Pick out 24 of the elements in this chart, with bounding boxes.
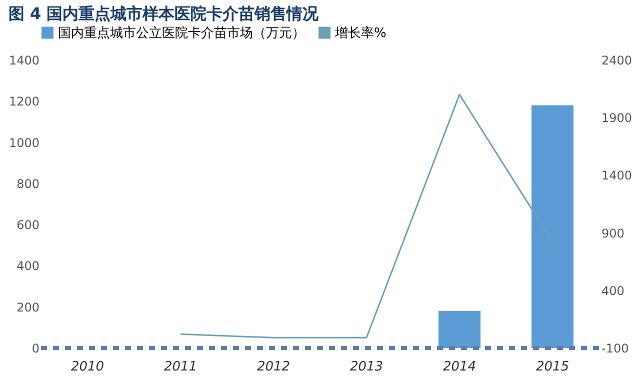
line-series — [180, 94, 554, 338]
y2-tick-label: 400 — [602, 284, 624, 298]
y-tick-label: 800 — [16, 176, 40, 191]
y2-tick-label: 1400 — [602, 168, 632, 183]
legend-label: 增长率% — [334, 24, 386, 41]
y2-tick-label: 2400 — [602, 54, 632, 68]
y2-tick-label: 900 — [602, 226, 624, 240]
x-tick-label: 2015 — [536, 360, 570, 374]
y-tick-label: 1000 — [8, 136, 40, 150]
y-tick-label: 400 — [16, 259, 40, 274]
x-tick-label: 2011 — [164, 360, 198, 374]
y-tick-label: 1200 — [8, 94, 40, 109]
legend-label: 国内重点城市公立医院卡介苗市场（万元） — [58, 24, 305, 41]
x-tick-label: 2014 — [442, 360, 476, 374]
y-tick-label: 200 — [16, 300, 40, 314]
x-tick-label: 2013 — [350, 360, 384, 374]
y2-tick-label: 1900 — [602, 111, 632, 126]
chart-title: 图 4 国内重点城市样本医院卡介苗销售情况 — [8, 4, 320, 23]
x-tick-label: 2010 — [70, 360, 104, 374]
y-tick-label: 0 — [32, 342, 40, 356]
y2-tick-label: -100 — [602, 342, 629, 356]
y-tick-label: 600 — [16, 218, 40, 232]
y-tick-label: 1400 — [8, 54, 40, 68]
x-tick-label: 2012 — [256, 360, 290, 374]
